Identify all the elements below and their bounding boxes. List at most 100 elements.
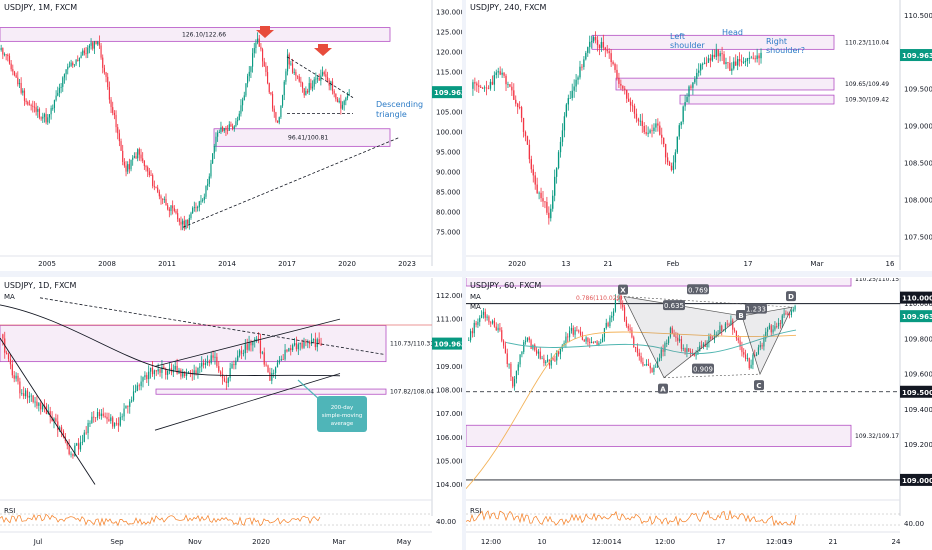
h1-candle [535, 350, 538, 354]
daily-candle [106, 416, 108, 420]
h1-harmonic-ratio-badge [663, 300, 685, 311]
h1-chart-panel[interactable]: 110.000 109.800 109.600 109.400 109.200 109.0… [466, 278, 932, 550]
daily-y-tick-label: 104.000 [436, 481, 462, 489]
daily-rsi-label: RSI [4, 507, 15, 515]
h1-candle [600, 342, 602, 344]
monthly-candle [105, 72, 107, 77]
daily-candle [161, 366, 163, 373]
h1-candle [477, 321, 479, 325]
daily-candle [108, 419, 110, 421]
h1-candle [741, 346, 743, 353]
h4-candle [592, 37, 595, 42]
monthly-candle [203, 196, 205, 200]
monthly-chart[interactable]: 130.000125.000120.000115.000110.000105.0… [0, 0, 462, 270]
monthly-candle [157, 187, 159, 192]
h4-candle [561, 130, 564, 142]
daily-candle [220, 371, 222, 375]
vertical-divider[interactable] [462, 0, 466, 550]
h1-candle [783, 313, 785, 316]
h4-candle [622, 85, 624, 89]
daily-candle [155, 370, 157, 372]
h1-last-price-value: 109.963 [902, 313, 932, 321]
h4-candle [709, 58, 712, 61]
monthly-chart-panel[interactable]: 130.000125.000120.000115.000110.000105.0… [0, 0, 462, 270]
monthly-candle [250, 66, 252, 72]
h4-candle [577, 77, 579, 80]
monthly-candle [235, 121, 237, 127]
h1-candle [746, 358, 749, 359]
h4-y-tick-label: 107.500 [904, 233, 932, 241]
monthly-candle [338, 100, 340, 103]
monthly-last-price-badge: 109.963 [432, 86, 462, 99]
monthly-candle [128, 164, 130, 170]
monthly-candle [90, 42, 92, 46]
monthly-candle [93, 41, 95, 49]
daily-candle [104, 415, 106, 417]
daily-candle [212, 355, 214, 358]
monthly-support-trendline [182, 137, 400, 228]
daily-candle [142, 377, 144, 382]
h4-annotation: Head [722, 28, 743, 37]
monthly-candle [163, 198, 165, 200]
horizontal-divider[interactable] [0, 271, 932, 277]
monthly-candle [138, 149, 140, 155]
monthly-candle [60, 86, 62, 88]
monthly-candle [10, 63, 12, 70]
daily-chart-panel[interactable]: 112.000111.000110.000109.000108.000107.0… [0, 278, 462, 550]
h1-candle [638, 352, 640, 357]
h4-chart[interactable]: 110.500110.000109.500109.000108.500108.0… [466, 0, 932, 270]
monthly-candle [103, 67, 105, 73]
h4-x-tick-label: 13 [562, 260, 571, 268]
h4-candle [567, 98, 569, 105]
daily-candle [318, 339, 320, 344]
h1-candle [649, 365, 651, 369]
h1-candle [480, 314, 483, 318]
monthly-candle [263, 61, 265, 67]
daily-candle [70, 453, 72, 455]
monthly-y-tick-label: 100.000 [436, 129, 462, 137]
h1-candle [779, 322, 782, 324]
daily-candle [146, 375, 148, 380]
daily-candle [148, 371, 150, 380]
h1-candle [576, 329, 578, 331]
h4-candle [760, 52, 762, 59]
monthly-candle [92, 42, 94, 49]
h4-chart-panel[interactable]: 110.500110.000109.500109.000108.500108.0… [466, 0, 932, 270]
daily-candle [24, 390, 27, 397]
daily-candle [265, 364, 267, 366]
h4-candle [748, 57, 751, 59]
monthly-candle [193, 207, 195, 209]
h4-last-price-value: 109.963 [902, 52, 932, 60]
h1-chart[interactable]: 110.000 109.800 109.600 109.400 109.200 109.0… [466, 278, 932, 550]
monthly-candle [18, 82, 21, 85]
monthly-candle [120, 141, 122, 151]
monthly-x-tick-label: 2023 [398, 260, 416, 268]
daily-chart[interactable]: 112.000111.000110.000109.000108.000107.0… [0, 278, 462, 550]
monthly-candle [183, 220, 185, 229]
h1-candle [708, 336, 710, 343]
daily-candle [168, 368, 171, 371]
daily-candle [221, 374, 224, 379]
daily-candle [297, 344, 299, 350]
daily-candle [165, 368, 167, 375]
h4-candle [565, 104, 568, 117]
h1-level-badge-value: 109.000 [902, 477, 932, 485]
monthly-candle [148, 171, 150, 176]
h4-candle [735, 61, 737, 66]
daily-candle [286, 349, 288, 352]
daily-candle [280, 359, 282, 361]
monthly-candle [135, 156, 137, 159]
monthly-candle [123, 161, 125, 166]
monthly-candle [70, 62, 72, 67]
h4-candle [620, 83, 622, 86]
monthly-y-tick-label: 125.000 [436, 29, 462, 37]
daily-candle [49, 411, 51, 418]
h1-candle [515, 370, 518, 379]
h4-candle [509, 84, 511, 87]
h1-candle [770, 325, 772, 333]
monthly-candle [130, 159, 132, 170]
h1-candle [766, 329, 769, 332]
daily-rsi-line [0, 513, 321, 527]
h4-candle [744, 60, 747, 63]
h4-candle [536, 184, 538, 194]
